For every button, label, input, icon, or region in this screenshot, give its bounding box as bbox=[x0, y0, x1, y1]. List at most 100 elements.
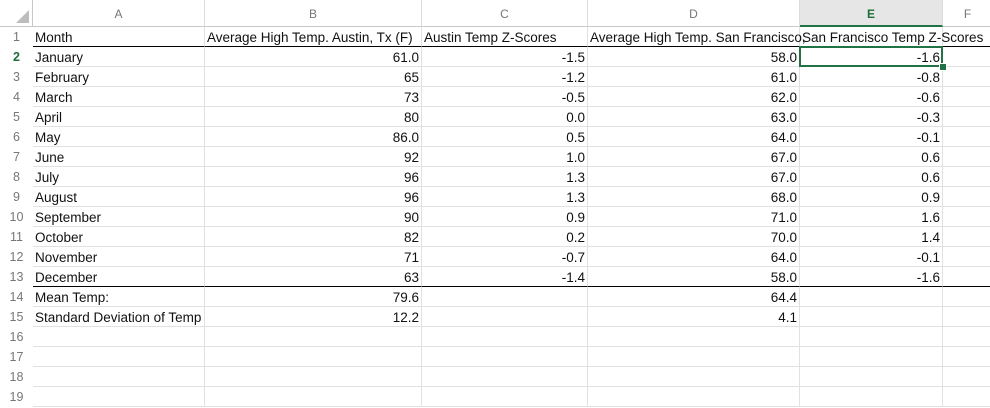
cell-a19[interactable] bbox=[33, 387, 205, 407]
cell-e12[interactable]: -0.1 bbox=[800, 247, 943, 267]
cell-b4[interactable]: 73 bbox=[205, 87, 422, 107]
cell-c2[interactable]: -1.5 bbox=[422, 47, 588, 67]
cell-b8[interactable]: 96 bbox=[205, 167, 422, 187]
cell-e7[interactable]: 0.6 bbox=[800, 147, 943, 167]
cell-e14[interactable] bbox=[800, 287, 943, 307]
cell-c6[interactable]: 0.5 bbox=[422, 127, 588, 147]
cell-e8[interactable]: 0.6 bbox=[800, 167, 943, 187]
cell-f6[interactable] bbox=[943, 127, 990, 147]
fill-handle[interactable] bbox=[939, 63, 947, 71]
row-header-14[interactable]: 14 bbox=[9, 290, 24, 304]
cell-f1[interactable] bbox=[943, 27, 990, 47]
column-header-f[interactable]: F bbox=[943, 0, 990, 27]
cell-f13[interactable] bbox=[943, 267, 990, 287]
cell-a10[interactable]: September bbox=[33, 207, 205, 227]
cell-a2[interactable]: January bbox=[33, 47, 205, 67]
cell-b6[interactable]: 86.0 bbox=[205, 127, 422, 147]
cell-d13[interactable]: 58.0 bbox=[588, 267, 800, 287]
cell-d9[interactable]: 68.0 bbox=[588, 187, 800, 207]
cell-c16[interactable] bbox=[422, 327, 588, 347]
cell-b13[interactable]: 63 bbox=[205, 267, 422, 287]
cell-d6[interactable]: 64.0 bbox=[588, 127, 800, 147]
row-header-4[interactable]: 4 bbox=[13, 90, 20, 104]
cell-a16[interactable] bbox=[33, 327, 205, 347]
select-all-corner[interactable] bbox=[0, 0, 33, 27]
cell-d5[interactable]: 63.0 bbox=[588, 107, 800, 127]
cell-a1[interactable]: Month bbox=[33, 27, 205, 47]
cell-e6[interactable]: -0.1 bbox=[800, 127, 943, 147]
cell-b14[interactable]: 79.6 bbox=[205, 287, 422, 307]
cell-f17[interactable] bbox=[943, 347, 990, 367]
cell-e1[interactable]: San Francisco Temp Z-Scores bbox=[800, 27, 983, 47]
cell-e5[interactable]: -0.3 bbox=[800, 107, 943, 127]
cell-f14[interactable] bbox=[943, 287, 990, 307]
cell-e4[interactable]: -0.6 bbox=[800, 87, 943, 107]
cell-d3[interactable]: 61.0 bbox=[588, 67, 800, 87]
cell-f19[interactable] bbox=[943, 387, 990, 407]
cell-a9[interactable]: August bbox=[33, 187, 205, 207]
cell-d1[interactable]: Average High Temp. San Francisco, bbox=[588, 27, 806, 47]
cell-c3[interactable]: -1.2 bbox=[422, 67, 588, 87]
cell-c7[interactable]: 1.0 bbox=[422, 147, 588, 167]
cell-a18[interactable] bbox=[33, 367, 205, 387]
column-header-e[interactable]: E bbox=[800, 0, 943, 27]
cell-c18[interactable] bbox=[422, 367, 588, 387]
cell-e2[interactable]: -1.6 bbox=[800, 47, 943, 67]
column-header-b[interactable]: B bbox=[205, 0, 422, 27]
row-header-10[interactable]: 10 bbox=[9, 210, 24, 224]
row-header-16[interactable]: 16 bbox=[9, 330, 24, 344]
cell-b17[interactable] bbox=[205, 347, 422, 367]
cell-c9[interactable]: 1.3 bbox=[422, 187, 588, 207]
cell-b9[interactable]: 96 bbox=[205, 187, 422, 207]
cell-c11[interactable]: 0.2 bbox=[422, 227, 588, 247]
cell-f9[interactable] bbox=[943, 187, 990, 207]
cell-b15[interactable]: 12.2 bbox=[205, 307, 422, 327]
cell-c14[interactable] bbox=[422, 287, 588, 307]
cell-f4[interactable] bbox=[943, 87, 990, 107]
cell-d15[interactable]: 4.1 bbox=[588, 307, 800, 327]
cell-e9[interactable]: 0.9 bbox=[800, 187, 943, 207]
cell-a14[interactable]: Mean Temp: bbox=[33, 287, 205, 307]
cell-c12[interactable]: -0.7 bbox=[422, 247, 588, 267]
column-header-c[interactable]: C bbox=[422, 0, 588, 27]
cell-b16[interactable] bbox=[205, 327, 422, 347]
cell-e19[interactable] bbox=[800, 387, 943, 407]
cell-e16[interactable] bbox=[800, 327, 943, 347]
cell-f3[interactable] bbox=[943, 67, 990, 87]
cell-d7[interactable]: 67.0 bbox=[588, 147, 800, 167]
cell-b1[interactable]: Average High Temp. Austin, Tx (F) bbox=[205, 27, 422, 47]
cell-a15[interactable]: Standard Deviation of Temp bbox=[33, 307, 205, 327]
cell-a11[interactable]: October bbox=[33, 227, 205, 247]
cell-c4[interactable]: -0.5 bbox=[422, 87, 588, 107]
cell-d10[interactable]: 71.0 bbox=[588, 207, 800, 227]
cell-d2[interactable]: 58.0 bbox=[588, 47, 800, 67]
cell-c1[interactable]: Austin Temp Z-Scores bbox=[422, 27, 588, 47]
cell-f12[interactable] bbox=[943, 247, 990, 267]
cell-d19[interactable] bbox=[588, 387, 800, 407]
cell-a17[interactable] bbox=[33, 347, 205, 367]
row-header-7[interactable]: 7 bbox=[13, 150, 20, 164]
cell-d12[interactable]: 64.0 bbox=[588, 247, 800, 267]
row-header-12[interactable]: 12 bbox=[9, 250, 24, 264]
row-header-19[interactable]: 19 bbox=[9, 390, 24, 404]
row-header-2[interactable]: 2 bbox=[13, 50, 20, 64]
cell-b3[interactable]: 65 bbox=[205, 67, 422, 87]
cell-e3[interactable]: -0.8 bbox=[800, 67, 943, 87]
row-header-1[interactable]: 1 bbox=[13, 30, 20, 44]
cell-d18[interactable] bbox=[588, 367, 800, 387]
row-header-5[interactable]: 5 bbox=[13, 110, 20, 124]
cell-a12[interactable]: November bbox=[33, 247, 205, 267]
cell-c15[interactable] bbox=[422, 307, 588, 327]
row-header-18[interactable]: 18 bbox=[9, 370, 24, 384]
cell-e10[interactable]: 1.6 bbox=[800, 207, 943, 227]
cell-b12[interactable]: 71 bbox=[205, 247, 422, 267]
row-header-8[interactable]: 8 bbox=[13, 170, 20, 184]
cell-d16[interactable] bbox=[588, 327, 800, 347]
cell-f15[interactable] bbox=[943, 307, 990, 327]
row-header-6[interactable]: 6 bbox=[13, 130, 20, 144]
cell-d8[interactable]: 67.0 bbox=[588, 167, 800, 187]
cell-a4[interactable]: March bbox=[33, 87, 205, 107]
cell-e11[interactable]: 1.4 bbox=[800, 227, 943, 247]
cell-f10[interactable] bbox=[943, 207, 990, 227]
